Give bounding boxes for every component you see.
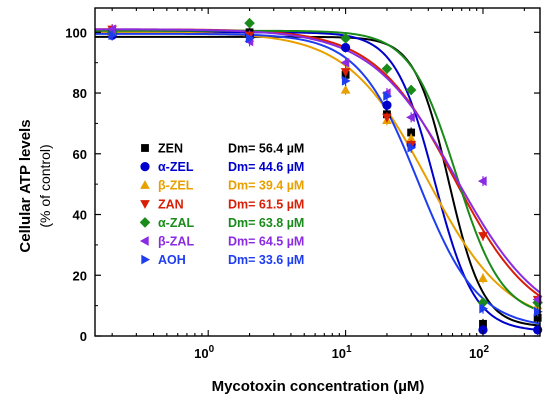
legend-dm-beta-zel: Dm= 39.4 µM: [228, 179, 304, 193]
y-axis-subtitle: (% of control): [37, 144, 53, 227]
legend-label-aoh: AOH: [158, 253, 186, 267]
legend-label-alpha-zal: α-ZAL: [158, 216, 195, 230]
legend-dm-zan: Dm= 61.5 µM: [228, 197, 304, 211]
y-tick-label: 60: [73, 147, 87, 162]
point-aoh: [383, 91, 393, 101]
point-alpha-zal: [477, 297, 489, 308]
point-beta-zal: [406, 112, 415, 123]
point-alpha-zal: [405, 84, 417, 96]
point-beta-zel: [340, 84, 351, 94]
legend-label-beta-zel: β-ZEL: [158, 179, 194, 193]
point-alpha-zel: [478, 325, 488, 335]
legend-marker-beta-zel: [140, 180, 150, 189]
legend-label-beta-zal: β-ZAL: [158, 235, 194, 249]
legend-marker-alpha-zel: [140, 162, 150, 172]
y-tick-label: 100: [65, 25, 87, 40]
legend-dm-alpha-zal: Dm= 63.8 µM: [228, 216, 304, 230]
point-beta-zal: [340, 57, 350, 68]
x-axis-title: Mycotoxin concentration (µM): [212, 378, 425, 395]
point-aoh: [407, 142, 417, 153]
legend-marker-alpha-zal: [139, 217, 151, 228]
legend-label-alpha-zel: α-ZEL: [158, 160, 194, 174]
point-zen: [407, 128, 416, 137]
fit-curves: [95, 28, 540, 331]
point-zan: [478, 232, 488, 241]
point-beta-zel: [478, 273, 488, 282]
point-beta-zal: [107, 24, 116, 35]
point-beta-zel: [406, 133, 416, 143]
point-zen: [533, 313, 542, 322]
point-zen: [479, 319, 487, 328]
point-aoh: [108, 30, 118, 41]
legend-label-zen: ZEN: [158, 142, 183, 156]
point-alpha-zal: [381, 63, 393, 75]
y-axis-title: Cellular ATP levels: [17, 119, 34, 252]
point-beta-zal: [477, 176, 487, 186]
fit-curve-beta-zal: [95, 28, 540, 294]
legend-label-zan: ZAN: [158, 197, 184, 211]
point-aoh: [341, 76, 351, 86]
y-tick-label: 40: [73, 208, 87, 223]
legend-marker-aoh: [141, 254, 151, 265]
x-tick-label: 102: [469, 344, 489, 361]
tick-labels: 0 20 40 60 80 100 100 101 102: [65, 25, 489, 361]
y-tick-label: 80: [73, 86, 87, 101]
point-alpha-zal: [244, 17, 255, 29]
legend-marker-beta-zal: [139, 236, 149, 246]
legend-marker-zen: [141, 144, 149, 152]
fit-curve-aoh: [95, 32, 540, 325]
point-beta-zal: [532, 294, 542, 305]
point-zan: [382, 113, 392, 123]
plot-frame: [94, 7, 541, 337]
x-tick-label: 101: [332, 344, 352, 361]
legend-dm-alpha-zel: Dm= 44.6 µM: [228, 160, 304, 174]
point-aoh: [245, 33, 255, 44]
legend-marker-zan: [140, 200, 150, 209]
fit-curve-beta-zel: [95, 31, 540, 312]
point-aoh: [479, 303, 489, 314]
y-tick-label: 20: [73, 268, 87, 283]
point-zan: [340, 68, 351, 77]
legend: ZEN Dm= 56.4 µM α-ZEL Dm= 44.6 µM β-ZEL Dm= 3…: [139, 142, 304, 267]
point-alpha-zel: [340, 42, 351, 53]
point-alpha-zel: [533, 325, 543, 335]
x-tick-label: 100: [194, 344, 214, 361]
legend-dm-aoh: Dm= 33.6 µM: [228, 253, 304, 267]
point-alpha-zal: [340, 33, 351, 44]
legend-dm-beta-zal: Dm= 64.5 µM: [228, 235, 304, 249]
axes: [94, 7, 541, 337]
fit-curve-zen: [95, 35, 540, 327]
point-alpha-zel: [382, 100, 392, 110]
point-aoh: [533, 306, 543, 317]
fit-curve-alpha-zal: [95, 29, 540, 312]
legend-dm-zen: Dm= 56.4 µM: [228, 142, 304, 156]
data-points: [106, 17, 543, 335]
y-tick-label: 0: [80, 329, 87, 344]
